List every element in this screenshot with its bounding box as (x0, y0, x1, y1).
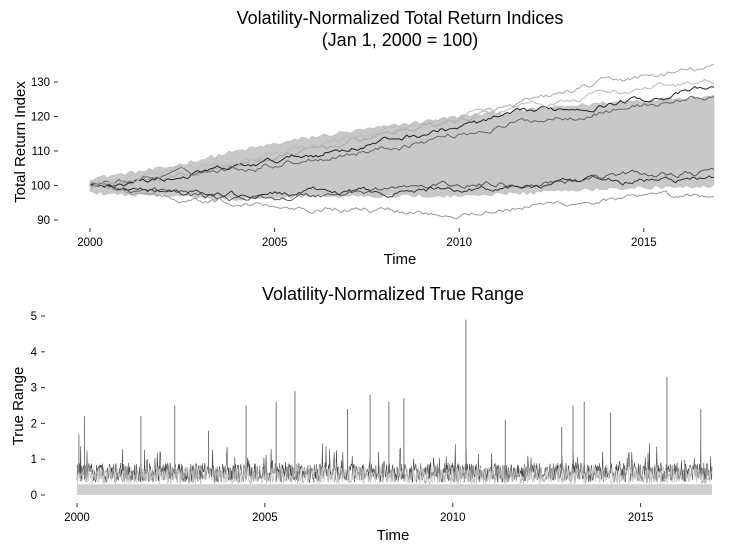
top-chart-series-line-2 (89, 95, 715, 188)
top-x-tick-label-0: 2000 (77, 237, 103, 249)
bottom-x-tick-label-3: 2015 (628, 512, 654, 524)
top-y-tick-label-4: 130 (31, 77, 50, 89)
bottom-y-tick-label-4: 4 (31, 347, 38, 359)
top-chart-title: Volatility-Normalized Total Return Indic… (237, 8, 564, 28)
top-chart-series-line-6 (89, 78, 715, 190)
top-y-tick-label-2: 110 (32, 146, 50, 158)
bottom-y-tick-label-5: 5 (31, 311, 37, 323)
bottom-x-tick-label-1: 2005 (252, 512, 278, 524)
top-chart-x-label: Time (384, 251, 417, 268)
top-chart-series-line-1 (89, 85, 715, 188)
bottom-y-tick-label-3: 3 (31, 383, 37, 395)
bottom-x-tick-label-0: 2000 (64, 512, 90, 524)
bottom-x-tick-label-2: 2010 (440, 512, 466, 524)
top-chart-series-line-4 (89, 174, 715, 200)
bottom-chart-floor-band (77, 484, 712, 495)
bottom-chart-trace-light (76, 465, 713, 485)
top-chart-series-line-3 (89, 167, 715, 202)
top-y-tick-label-0: 90 (37, 215, 50, 227)
bottom-chart-plot (76, 319, 713, 495)
top-chart-series-line-5 (89, 182, 715, 220)
bottom-y-tick-label-2: 2 (31, 418, 37, 430)
bottom-chart-axes: 2000 2005 2010 2015 0 1 2 3 4 5 (31, 311, 654, 524)
top-chart-axes: 2000 2005 2010 2015 90 100 110 120 130 (31, 77, 657, 249)
top-chart-subtitle: (Jan 1, 2000 = 100) (322, 30, 479, 50)
top-y-tick-label-1: 100 (31, 181, 50, 193)
top-chart-y-label: Total Return Index (12, 81, 29, 203)
bottom-chart-x-label: Time (377, 527, 410, 544)
top-y-tick-label-3: 120 (31, 112, 50, 124)
bottom-y-tick-label-0: 0 (31, 490, 37, 502)
bottom-chart-title: Volatility-Normalized True Range (262, 284, 524, 304)
top-x-tick-label-3: 2015 (631, 237, 657, 249)
top-x-tick-label-2: 2010 (446, 237, 472, 249)
top-chart-plot (89, 64, 715, 220)
top-x-tick-label-1: 2005 (262, 237, 288, 249)
bottom-chart-y-label: True Range (10, 367, 27, 446)
bottom-y-tick-label-1: 1 (31, 454, 37, 466)
